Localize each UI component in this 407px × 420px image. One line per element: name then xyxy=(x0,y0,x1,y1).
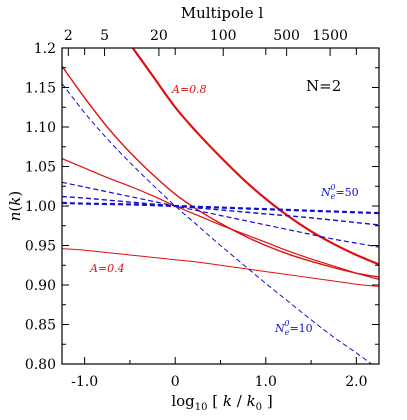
x-tick-label: -1.0 xyxy=(71,374,98,390)
y-tick-label: 1.15 xyxy=(25,81,56,97)
annotation-ne-high-val: =50 xyxy=(335,186,358,199)
annotation-ne-low: Ne0=10 xyxy=(274,319,313,337)
annotation-ne-high-base: N xyxy=(320,186,331,199)
y-axis-title-close: ) xyxy=(6,191,24,197)
y-tick-label: 0.85 xyxy=(25,318,56,334)
top-tick-label: 2 xyxy=(64,28,73,44)
x-axis-title-close: ] xyxy=(262,392,273,410)
annotation-ne-low-val: =10 xyxy=(289,322,312,335)
y-axis-title-rest: ( xyxy=(6,206,24,212)
top-tick-label: 100 xyxy=(210,28,237,44)
x-tick-label: 2.0 xyxy=(345,374,367,390)
x-axis-title-k: k xyxy=(223,392,232,410)
top-tick-label: 500 xyxy=(273,28,300,44)
y-axis-title-n: n xyxy=(6,212,24,222)
top-tick-label: 20 xyxy=(150,28,168,44)
annotation-ne-low-base: N xyxy=(274,322,285,335)
x-axis-title-sub: 10 xyxy=(195,402,208,413)
x-axis-title-k0: k xyxy=(247,392,256,410)
annotation-ne-high-sub: e xyxy=(331,192,336,201)
series-line-3 xyxy=(62,158,379,281)
annotation-ne-high: Ne0=50 xyxy=(320,183,359,201)
annotation-a-high: A=0.8 xyxy=(171,83,207,96)
y-axis-title-k: k xyxy=(6,197,24,206)
top-axis-title: Multipole l xyxy=(181,4,264,22)
y-tick-label: 0.80 xyxy=(25,357,56,373)
series-line-4 xyxy=(62,248,379,288)
y-tick-label: 1.05 xyxy=(25,160,56,176)
y-axis-title: n(k) xyxy=(6,191,24,221)
y-tick-label: 0.90 xyxy=(25,278,56,294)
annotation-n-label: N=2 xyxy=(306,77,341,95)
top-tick-label: 5 xyxy=(100,28,109,44)
annotation-ne-high-sup: 0 xyxy=(330,183,335,192)
x-tick-label: 0 xyxy=(171,374,180,390)
x-axis-title-slash: / xyxy=(232,392,247,410)
series-line-6 xyxy=(62,195,379,226)
series-line-2 xyxy=(62,65,379,278)
series-layer xyxy=(62,48,379,364)
tick-layer: -1.0 0 1.0 2.0 0.80 0.85 0.90 0.95 1.00 1.05 1.10 1… xyxy=(25,28,379,390)
plot-frame xyxy=(61,47,380,365)
x-axis-title-rest: [ xyxy=(208,392,223,410)
y-tick-label: 0.95 xyxy=(25,239,56,255)
annotation-ne-low-sub: e xyxy=(285,328,290,337)
series-line-1 xyxy=(131,48,379,266)
annotation-a-low: A=0.4 xyxy=(89,262,125,275)
y-tick-label: 1.2 xyxy=(34,41,56,57)
y-tick-label: 1.00 xyxy=(25,199,56,215)
series-line-5 xyxy=(62,201,379,215)
x-axis-title-k0-sub: 0 xyxy=(256,402,262,413)
x-axis-title: log10 [ k / k0 ] xyxy=(171,392,272,413)
series-line-8 xyxy=(62,83,373,364)
x-axis-title-log: log xyxy=(171,392,195,410)
top-tick-label: 1500 xyxy=(312,28,348,44)
y-tick-label: 1.10 xyxy=(25,120,56,136)
series-line-7 xyxy=(62,181,379,248)
x-tick-label: 1.0 xyxy=(255,374,277,390)
annotation-ne-low-sup: 0 xyxy=(284,319,289,328)
